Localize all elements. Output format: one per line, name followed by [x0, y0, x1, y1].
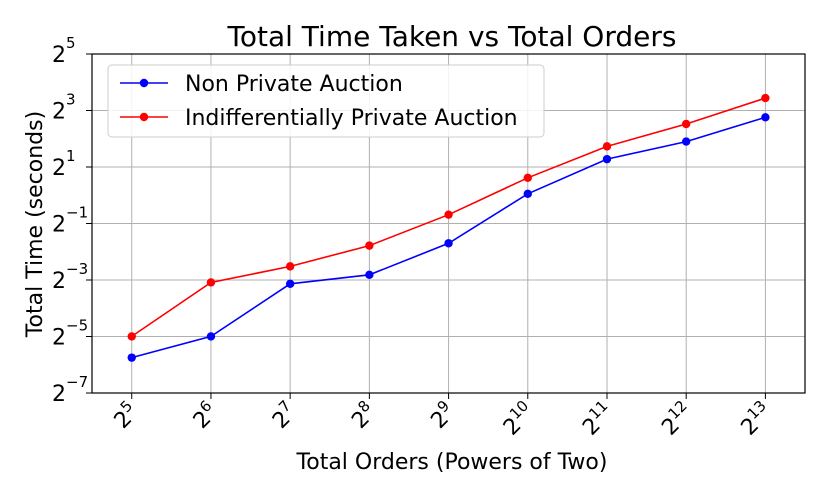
y-tick-label: 21 — [52, 147, 76, 181]
x-axis-ticks: 25 26 27 28 29 210 211 212 213 — [107, 393, 778, 441]
y-axis-label: Total Time (seconds) — [23, 111, 48, 338]
x-tick-label: 25 — [107, 397, 144, 434]
x-tick-label: 27 — [265, 397, 302, 434]
series-1-point — [602, 142, 612, 151]
chart-title: Total Time Taken vs Total Orders — [227, 20, 677, 53]
x-tick-label: 210 — [496, 397, 540, 441]
x-tick-label: 29 — [424, 397, 461, 434]
series-1-point — [523, 173, 532, 183]
series-0-point — [127, 353, 136, 362]
y-tick-label: 2−7 — [52, 373, 88, 407]
series-1-point — [761, 93, 770, 103]
x-tick-label: 28 — [344, 397, 381, 434]
legend-label-private: Indifferentially Private Auction — [185, 106, 518, 131]
legend-label-non-private: Non Private Auction — [185, 72, 403, 97]
y-axis-ticks: 25 23 21 2−1 2−3 2−5 2−7 — [52, 34, 92, 407]
y-tick-label: 2−5 — [52, 317, 88, 351]
series-0-point — [523, 189, 532, 199]
series-1-point — [681, 119, 691, 129]
legend: Non Private Auction Indifferentially Pri… — [107, 64, 545, 138]
x-tick-label: 213 — [734, 397, 778, 441]
legend-marker-non-private — [139, 78, 149, 88]
y-tick-label: 25 — [52, 34, 76, 68]
y-tick-label: 2−1 — [52, 204, 88, 238]
x-tick-label: 26 — [186, 397, 223, 434]
series-0-point — [761, 113, 770, 122]
series-0-point — [602, 154, 612, 164]
y-tick-label: 23 — [52, 91, 76, 125]
legend-box — [107, 64, 545, 138]
series-0-point — [365, 270, 374, 280]
series-0-point — [681, 137, 691, 146]
series-1-point — [365, 241, 374, 250]
x-tick-label: 212 — [655, 397, 699, 441]
series-1-point — [444, 210, 453, 219]
legend-marker-private — [139, 112, 149, 122]
x-axis-label: Total Orders (Powers of Two) — [296, 450, 608, 475]
y-tick-label: 2−3 — [52, 260, 88, 294]
plot-series — [127, 93, 770, 362]
series-0-point — [206, 332, 216, 341]
series-1-point — [127, 332, 136, 341]
series-1-point — [285, 262, 295, 271]
x-tick-label: 211 — [575, 397, 619, 441]
series-0-point — [444, 239, 453, 248]
series-0-point — [285, 279, 295, 288]
series-1-point — [206, 278, 216, 287]
